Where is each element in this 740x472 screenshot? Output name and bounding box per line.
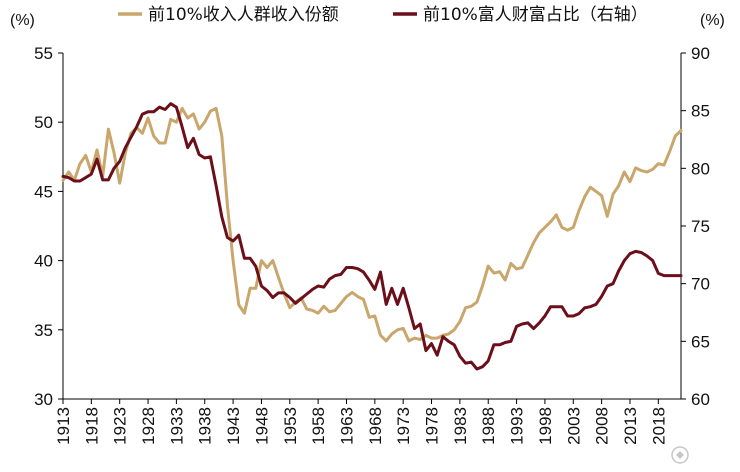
x-tick-label: 2008	[593, 407, 612, 445]
x-tick-label: 1973	[394, 407, 413, 445]
legend-label-income: 前10%收入人群收入份额	[148, 5, 339, 25]
x-tick-label: 1993	[508, 407, 527, 445]
x-tick-label: 1958	[309, 407, 328, 445]
x-tick-label: 1953	[281, 407, 300, 445]
right-tick-label: 65	[691, 332, 710, 351]
left-tick-label: 50	[34, 113, 53, 132]
series-line-income-share	[61, 106, 683, 343]
x-tick-label: 1968	[366, 407, 385, 445]
x-tick-label: 2018	[649, 407, 668, 445]
x-tick-label: 1913	[54, 407, 73, 445]
x-tick-label: 1998	[536, 407, 555, 445]
right-tick-label: 80	[691, 159, 710, 178]
x-tick-label: 1963	[337, 407, 356, 445]
x-tick-label: 1928	[139, 407, 158, 445]
x-tick-label: 1923	[111, 407, 130, 445]
x-tick-label: 1948	[252, 407, 271, 445]
series-line-wealth-share	[61, 102, 683, 371]
right-tick-label: 75	[691, 217, 710, 236]
left-tick-label: 45	[34, 182, 53, 201]
right-axis-unit: (%)	[700, 12, 725, 29]
right-tick-label: 70	[691, 275, 710, 294]
legend: 前10%收入人群收入份额 前10%富人财富占比（右轴）	[118, 5, 648, 25]
x-axis-ticks: 1913 1918 1923 1928 1933 1938 1943 1948 1953 1958…	[54, 399, 668, 445]
x-tick-label: 1988	[479, 407, 498, 445]
left-tick-label: 40	[34, 252, 53, 271]
right-tick-label: 90	[691, 44, 710, 63]
x-tick-label: 1943	[224, 407, 243, 445]
left-axis-unit: (%)	[10, 12, 35, 29]
x-tick-label: 2013	[621, 407, 640, 445]
x-tick-label: 1978	[423, 407, 442, 445]
right-axis-ticks: 60 65 70 75 80 85 90	[681, 44, 710, 409]
watermark-logo	[671, 446, 689, 464]
x-tick-label: 1983	[451, 407, 470, 445]
left-tick-label: 30	[34, 390, 53, 409]
x-tick-label: 2003	[564, 407, 583, 445]
left-tick-label: 35	[34, 321, 53, 340]
right-tick-label: 85	[691, 102, 710, 121]
series-layer	[61, 102, 683, 371]
x-tick-label: 1933	[167, 407, 186, 445]
x-tick-label: 1938	[196, 407, 215, 445]
x-tick-label: 1918	[82, 407, 101, 445]
right-tick-label: 60	[691, 390, 710, 409]
left-tick-label: 55	[34, 44, 53, 63]
legend-label-wealth: 前10%富人财富占比（右轴）	[423, 5, 648, 25]
left-axis-ticks: 30 35 40 45 50 55	[34, 44, 63, 409]
